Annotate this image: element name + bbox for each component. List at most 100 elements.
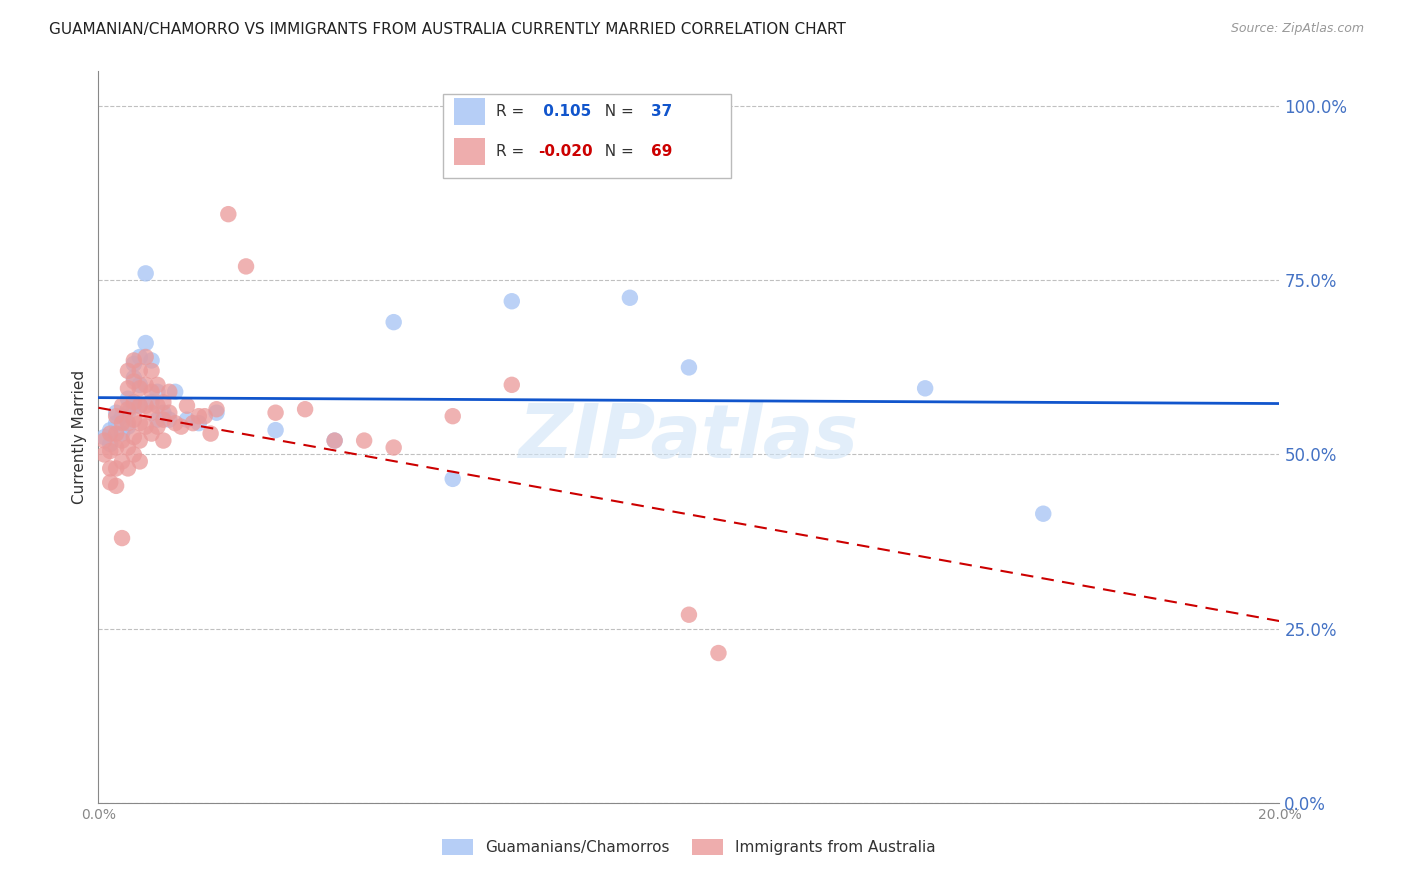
Point [165,416,187,430]
Text: -0.020: -0.020 [538,145,593,159]
Point [157,406,180,420]
Text: Source: ZipAtlas.com: Source: ZipAtlas.com [1230,22,1364,36]
Point [176,399,198,413]
Point [323,434,346,448]
Point [170,419,193,434]
Point [141,395,163,409]
Point [200,426,222,441]
Point [135,399,157,413]
Point [152,434,174,448]
Point [128,350,150,364]
Point [105,406,128,420]
Point [441,409,464,424]
Point [678,360,700,375]
Point [181,416,204,430]
Point [111,409,134,424]
Point [135,266,157,280]
Point [165,384,187,399]
Point [105,441,128,455]
Point [678,607,700,622]
Point [501,377,523,392]
Point [111,454,134,468]
Point [264,423,287,437]
Point [1032,507,1054,521]
Point [205,406,228,420]
Point [98,475,121,490]
Point [122,395,145,409]
Point [128,381,150,395]
Text: 0.105: 0.105 [538,104,592,119]
Point [217,207,239,221]
Point [146,412,169,426]
Point [105,461,128,475]
Text: ZIPatlas: ZIPatlas [519,401,859,474]
Point [146,419,169,434]
Point [122,353,145,368]
Point [98,461,121,475]
Point [93,434,115,448]
Point [235,260,257,274]
Point [117,419,139,434]
Point [128,416,150,430]
Point [98,423,121,437]
Point [141,384,163,399]
Point [128,364,150,378]
Point [105,409,128,424]
Point [146,377,169,392]
Point [152,412,174,426]
Point [105,426,128,441]
Point [111,434,134,448]
Point [205,402,228,417]
Point [141,406,163,420]
Text: N =: N = [595,145,638,159]
Point [187,416,209,430]
Point [117,364,139,378]
Point [128,377,150,392]
Point [117,416,139,430]
Point [117,392,139,406]
Point [353,434,375,448]
Text: N =: N = [595,104,638,119]
Y-axis label: Currently Married: Currently Married [72,370,87,504]
Point [128,399,150,413]
Point [117,406,139,420]
Point [914,381,936,395]
Point [264,406,287,420]
Point [194,409,217,424]
Point [117,461,139,475]
Point [128,434,150,448]
Point [122,412,145,426]
Point [122,399,145,413]
Point [98,426,121,441]
Point [382,315,405,329]
Point [141,353,163,368]
Point [111,426,134,441]
Point [111,416,134,430]
Point [93,430,115,444]
Point [707,646,730,660]
Point [157,384,180,399]
Point [122,357,145,371]
Point [105,416,128,430]
Point [382,441,405,455]
Point [176,412,198,426]
Point [441,472,464,486]
Point [157,412,180,426]
Point [294,402,316,417]
Point [135,336,157,351]
Legend: Guamanians/Chamorros, Immigrants from Australia: Guamanians/Chamorros, Immigrants from Au… [436,833,942,861]
Point [98,444,121,458]
Point [128,454,150,468]
Point [122,448,145,462]
Point [141,426,163,441]
Point [146,399,169,413]
Point [135,419,157,434]
Point [111,399,134,413]
Point [111,531,134,545]
Point [98,437,121,451]
Point [323,434,346,448]
Point [122,371,145,385]
Point [187,409,209,424]
Text: 69: 69 [651,145,672,159]
Point [135,377,157,392]
